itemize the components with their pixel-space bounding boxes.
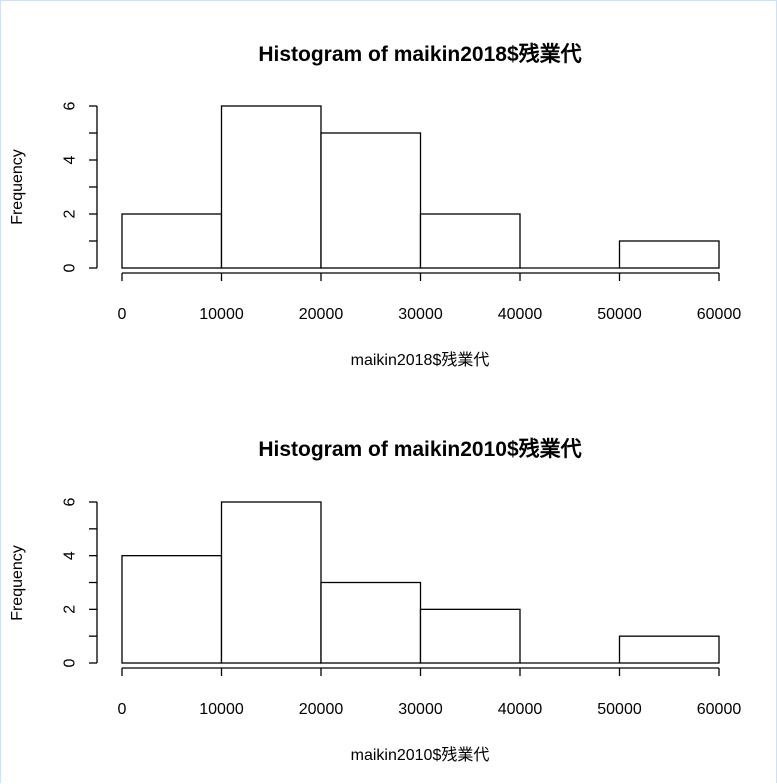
histogram-bar: [220, 501, 322, 664]
x-tick-label: 50000: [597, 306, 642, 323]
chart-title: Histogram of maikin2018$残業代: [258, 42, 581, 66]
x-axis-label: maikin2010$残業代: [351, 746, 490, 764]
y-tick-label: 6: [62, 497, 79, 506]
x-tick-label: 0: [118, 306, 127, 323]
x-tick-label: 50000: [597, 701, 642, 718]
x-tick-label: 10000: [199, 701, 244, 718]
y-tick-label: 0: [62, 263, 79, 272]
histogram-bar: [419, 608, 521, 664]
x-tick-label: 20000: [299, 306, 344, 323]
chart-title: Histogram of maikin2010$残業代: [258, 437, 581, 461]
histogram-panel-2: Histogram of maikin2010$残業代 0 10000 20000 30…: [9, 437, 741, 764]
y-tick-label: 2: [62, 605, 79, 614]
y-tick-label: 0: [62, 658, 79, 667]
histogram-bar: [618, 240, 720, 269]
histogram-bar: [320, 132, 422, 269]
histogram-bar: [320, 581, 422, 664]
x-axis-label: maikin2018$残業代: [351, 351, 490, 369]
x-tick-label: 0: [118, 701, 127, 718]
x-tick-label: 40000: [498, 306, 543, 323]
x-tick-label: 10000: [199, 306, 244, 323]
histogram-bar: [121, 555, 223, 664]
y-axis-label: Frequency: [9, 149, 26, 225]
x-tick-label: 20000: [299, 701, 344, 718]
y-tick-label: 4: [62, 155, 79, 164]
histogram-bar: [618, 635, 720, 664]
x-tick-label: 30000: [398, 306, 443, 323]
histogram-bar: [419, 213, 521, 269]
histogram-bar: [121, 213, 223, 269]
x-tick-label: 30000: [398, 701, 443, 718]
y-tick-label: 4: [62, 551, 79, 560]
histogram-panel-1: Histogram of maikin2018$残業代 0 10000 20000 30…: [9, 42, 741, 369]
x-tick-label: 60000: [697, 701, 742, 718]
histogram-bar: [220, 105, 322, 269]
y-axis-label: Frequency: [9, 545, 26, 621]
x-tick-label: 40000: [498, 701, 543, 718]
x-tick-label: 60000: [697, 306, 742, 323]
y-tick-label: 6: [62, 101, 79, 110]
y-tick-label: 2: [62, 209, 79, 218]
